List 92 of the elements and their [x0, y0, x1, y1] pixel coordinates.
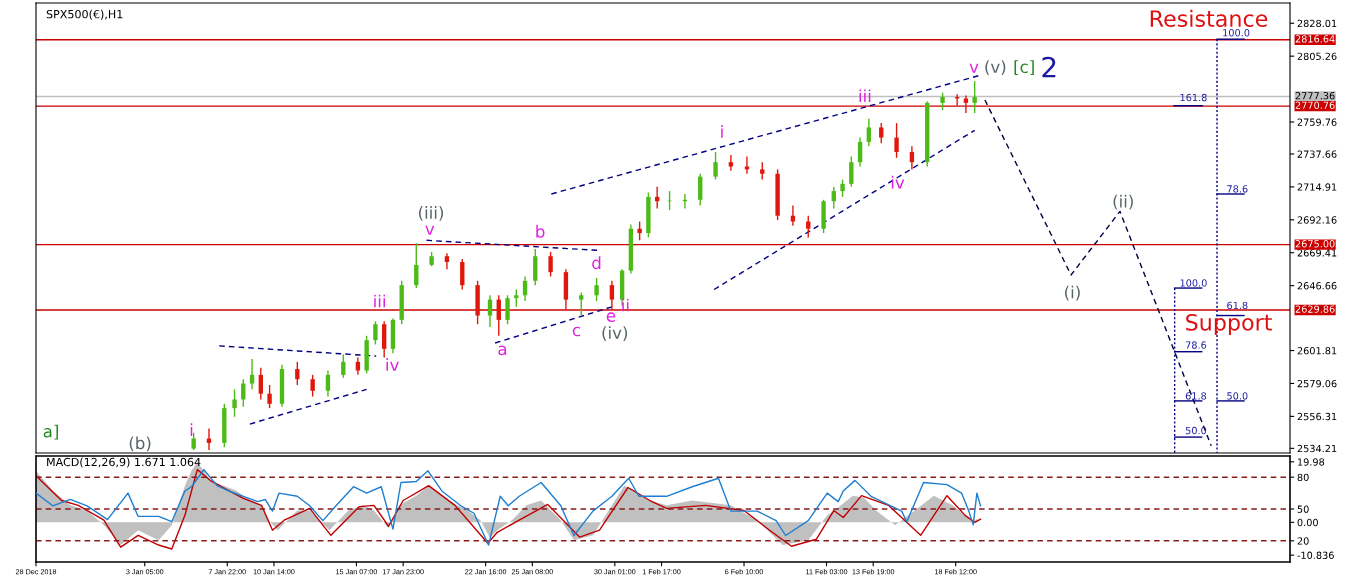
candlestick — [894, 122, 899, 159]
candlestick — [609, 280, 615, 311]
candlestick — [373, 320, 378, 346]
annotation: 61.8 — [1185, 392, 1207, 400]
candlestick — [232, 388, 237, 418]
candlestick — [487, 294, 493, 328]
annotation: ii — [622, 298, 629, 312]
candlestick — [909, 145, 915, 171]
y-tick-label: 2556.31 — [1297, 412, 1337, 421]
candlestick — [258, 366, 263, 401]
annotation: (b) — [129, 436, 151, 452]
annotation: 50.0 — [1227, 392, 1248, 400]
candlestick — [866, 118, 872, 147]
annotation: c — [572, 326, 581, 337]
annotation: 2 — [1042, 56, 1056, 78]
chart-title: MACD(12,26,9) 1.671 1.064 — [47, 457, 201, 468]
y-tick-label: 19.98 — [1298, 458, 1325, 466]
y-tick-label: 2692.16 — [1297, 216, 1337, 224]
annotation: d — [592, 256, 601, 270]
y-tick-label: 2669.41 — [1297, 249, 1337, 257]
candlestick — [341, 353, 346, 379]
text: SPX500(€),H1 — [46, 9, 123, 20]
annotation: v — [969, 63, 979, 73]
y-tick-label: 2646.66 — [1297, 282, 1337, 290]
annotation: (v) — [985, 60, 1006, 76]
candlestick — [972, 80, 977, 114]
y-tick-label: 2759.76 — [1297, 118, 1337, 126]
annotation: i — [721, 124, 723, 138]
annotation: 50.0 — [1185, 426, 1207, 435]
y-tick-label: 2805.26 — [1297, 52, 1337, 60]
y-tick-label: 2601.81 — [1297, 347, 1337, 355]
candlestick — [548, 251, 553, 278]
candlestick — [713, 151, 718, 181]
candlestick — [849, 155, 854, 188]
y-tick-label: 2714.91 — [1297, 183, 1337, 191]
candlestick — [325, 369, 331, 398]
annotation: 100.0 — [1223, 29, 1250, 37]
candlestick — [310, 374, 315, 398]
candlestick — [963, 94, 969, 114]
annotation: 161.8 — [1180, 93, 1207, 102]
y-tick-label: -10.836 — [1297, 551, 1334, 559]
y-tick-label: 0.00 — [1297, 518, 1318, 527]
annotation: iii — [374, 294, 385, 308]
annotation: iii — [859, 89, 871, 103]
candlestick — [267, 384, 272, 409]
ref-line-label: 2629.86 — [1295, 305, 1335, 313]
candlestick — [249, 358, 255, 391]
annotation: v — [425, 225, 435, 235]
annotation: (i) — [1065, 285, 1080, 301]
ref-line-label: 2770.76 — [1295, 101, 1335, 109]
annotation: iv — [891, 175, 905, 189]
y-tick-label: 2828.01 — [1297, 19, 1337, 28]
y-tick-label: 2534.21 — [1297, 444, 1337, 453]
candlestick — [444, 252, 450, 270]
ref-line-label: 2816.64 — [1295, 35, 1335, 43]
annotation: Support — [1186, 313, 1272, 336]
ref-line-label: 2777.36 — [1295, 92, 1335, 100]
annotation: i — [190, 423, 193, 436]
candlestick — [698, 173, 703, 207]
y-tick-label: 2579.06 — [1297, 379, 1337, 388]
candlestick — [879, 122, 884, 145]
candlestick — [579, 291, 584, 317]
annotation: Resistance — [1150, 9, 1268, 27]
candlestick — [806, 215, 811, 239]
y-tick-label: 2737.66 — [1297, 150, 1337, 158]
annotation: 78.6 — [1185, 341, 1207, 349]
candlestick — [414, 242, 419, 289]
candlestick — [295, 361, 300, 386]
candlestick — [831, 186, 836, 210]
annotation: [c] — [1014, 60, 1034, 76]
y2-tick-label: 50 — [1297, 505, 1309, 513]
annotation: 78.6 — [1227, 185, 1248, 193]
candlestick — [460, 258, 465, 291]
annotation: (iii) — [418, 205, 444, 221]
annotation: iv — [386, 358, 399, 371]
annotation: e — [606, 312, 616, 322]
candlestick — [857, 136, 863, 168]
annotation: a] — [43, 424, 58, 440]
annotation: (ii) — [1113, 194, 1133, 210]
y2-tick-label: 20 — [1297, 537, 1309, 545]
candlestick — [637, 220, 642, 241]
annotation: 100.0 — [1180, 279, 1207, 287]
candlestick — [728, 154, 734, 172]
annotation: (iv) — [602, 326, 628, 341]
candlestick — [594, 277, 599, 302]
annotation: 61.8 — [1227, 301, 1248, 310]
candlestick — [505, 294, 510, 325]
ref-line-label: 2675.00 — [1295, 240, 1335, 248]
annotation: b — [536, 224, 545, 238]
y2-tick-label: 80 — [1297, 473, 1309, 482]
annotation: a — [498, 345, 507, 356]
candlestick — [496, 294, 501, 337]
